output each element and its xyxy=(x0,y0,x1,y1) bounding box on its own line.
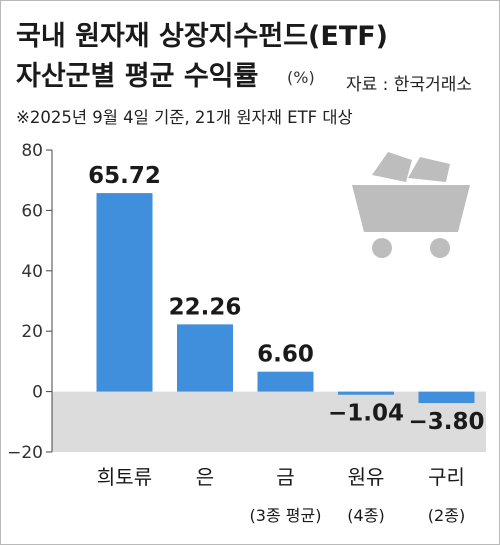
value-label: 6.60 xyxy=(257,342,314,368)
category-label: 원유 xyxy=(348,465,385,489)
mine-cart-icon xyxy=(352,152,470,258)
source-label: 자료 : 한국거래소 xyxy=(345,75,472,95)
bar xyxy=(257,371,314,392)
category-sublabel: (2종) xyxy=(428,506,465,525)
ore-chunk-right xyxy=(408,157,450,182)
footnote: ※2025년 9월 4일 기준, 21개 원자재 ETF 대상 xyxy=(16,108,353,127)
bar xyxy=(177,324,233,392)
y-axis-ticks: 80 60 40 20 0 −20 xyxy=(7,141,52,463)
value-label: −3.80 xyxy=(408,409,484,435)
category-label: 금 xyxy=(276,465,294,489)
category-label: 구리 xyxy=(428,465,465,489)
y-tick-label: 0 xyxy=(32,383,43,403)
negative-region-band xyxy=(52,391,486,452)
cart-wheel-right xyxy=(430,238,450,258)
bar xyxy=(338,391,394,395)
y-tick-label: 60 xyxy=(21,201,43,221)
value-label: 65.72 xyxy=(88,163,161,189)
category-sublabel: (4종) xyxy=(347,506,384,525)
category-label: 은 xyxy=(196,465,214,489)
unit-label: (%) xyxy=(287,68,315,87)
value-label: 22.26 xyxy=(169,294,242,320)
y-tick-label: 80 xyxy=(21,141,43,161)
ore-chunk-left xyxy=(372,152,412,182)
cart-body xyxy=(352,185,470,232)
category-label: 희토류 xyxy=(97,465,152,489)
value-labels: 65.72 22.26 6.60 −1.04 −3.80 xyxy=(88,163,484,435)
cart-wheel-left xyxy=(372,238,392,258)
chart-subtitle: 자산군별 평균 수익률 xyxy=(16,61,259,92)
value-label: −1.04 xyxy=(328,401,404,427)
category-sublabel: (3종 평균) xyxy=(250,506,322,525)
bar xyxy=(96,193,153,392)
y-tick-label: −20 xyxy=(7,443,43,463)
bars xyxy=(96,193,475,404)
y-tick-label: 40 xyxy=(21,262,43,282)
y-tick-label: 20 xyxy=(21,322,43,342)
bar xyxy=(418,391,475,404)
chart-title: 국내 원자재 상장지수펀드(ETF) xyxy=(16,21,389,52)
category-labels: 희토류 은 금 (3종 평균) 원유 (4종) 구리 (2종) xyxy=(97,465,465,525)
